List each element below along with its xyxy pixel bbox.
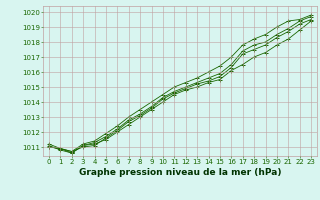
X-axis label: Graphe pression niveau de la mer (hPa): Graphe pression niveau de la mer (hPa) bbox=[79, 168, 281, 177]
